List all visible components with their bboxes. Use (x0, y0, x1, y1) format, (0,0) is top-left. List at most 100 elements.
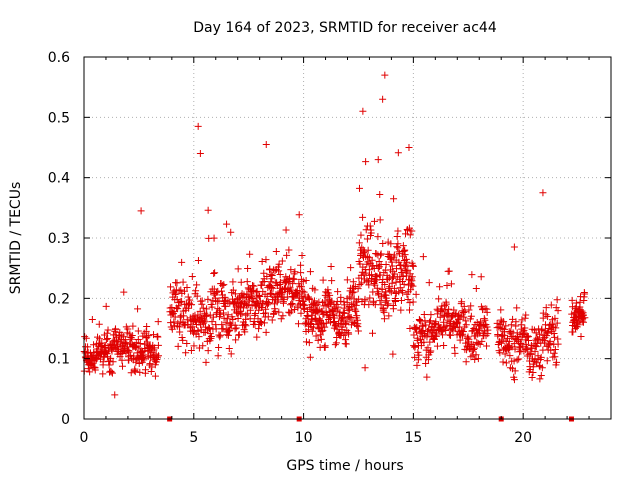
data-point (364, 246, 372, 254)
data-point (178, 297, 186, 305)
data-point (277, 315, 285, 323)
data-point (268, 271, 276, 279)
data-point (302, 338, 310, 346)
data-point (88, 316, 96, 324)
data-point (234, 265, 242, 273)
data-point (530, 326, 538, 334)
data-point (551, 346, 559, 354)
data-point (363, 235, 371, 243)
data-point (250, 317, 258, 325)
data-point (283, 251, 291, 259)
data-point (374, 233, 382, 241)
y-tick-label: 0.1 (48, 352, 70, 368)
data-point (369, 297, 377, 305)
data-point (204, 206, 212, 214)
data-point (494, 330, 502, 338)
data-point (107, 368, 115, 376)
data-point (227, 228, 235, 236)
data-points (80, 71, 589, 399)
data-point (443, 310, 451, 318)
data-point (90, 363, 98, 371)
data-point (467, 302, 475, 310)
data-point (222, 302, 230, 310)
data-point (256, 292, 264, 300)
data-point (354, 285, 362, 293)
data-point (472, 351, 480, 359)
data-point (393, 232, 401, 240)
data-point (297, 283, 305, 291)
data-point (279, 312, 287, 320)
data-point (217, 287, 225, 295)
data-point (442, 300, 450, 308)
data-point (343, 276, 351, 284)
data-point (232, 324, 240, 332)
data-point (232, 336, 240, 344)
data-point (501, 331, 509, 339)
data-point (471, 355, 479, 363)
data-point (226, 326, 234, 334)
data-point (270, 309, 278, 317)
data-point (551, 353, 559, 361)
data-point (347, 293, 355, 301)
data-point (376, 297, 384, 305)
data-point (147, 368, 155, 376)
data-point (442, 326, 450, 334)
data-point (350, 288, 358, 296)
data-point (342, 336, 350, 344)
data-point (134, 336, 142, 344)
data-point (263, 292, 271, 300)
data-point (167, 319, 175, 327)
data-point (249, 294, 257, 302)
data-point (234, 315, 242, 323)
data-point (478, 337, 486, 345)
data-point (483, 342, 491, 350)
data-point (500, 318, 508, 326)
data-point (483, 323, 491, 331)
data-point (511, 367, 519, 375)
data-point (268, 316, 276, 324)
data-point (201, 318, 209, 326)
data-point (225, 327, 233, 335)
data-point (108, 369, 116, 377)
data-point (342, 340, 350, 348)
data-point (109, 358, 117, 366)
chart-title: Day 164 of 2023, SRMTID for receiver ac4… (193, 20, 497, 36)
data-point (568, 296, 576, 304)
data-point (480, 315, 488, 323)
data-point (167, 283, 175, 291)
data-point (505, 337, 513, 345)
data-point (354, 323, 362, 331)
data-point (334, 288, 342, 296)
data-point (266, 283, 274, 291)
data-point (283, 293, 291, 301)
data-point (397, 297, 405, 305)
data-point (394, 240, 402, 248)
data-point (399, 277, 406, 285)
data-point (311, 286, 319, 294)
data-point (246, 306, 254, 314)
data-point (404, 266, 412, 274)
data-point (299, 278, 307, 286)
data-point (276, 271, 284, 279)
data-point (472, 284, 480, 292)
data-point (532, 329, 540, 337)
data-point (325, 313, 333, 321)
data-point (188, 323, 196, 331)
data-point (528, 374, 536, 382)
data-point (387, 288, 395, 296)
data-point (112, 325, 120, 333)
data-point (459, 328, 467, 336)
data-point (146, 343, 154, 351)
y-tick-label: 0.2 (48, 291, 70, 307)
data-point (447, 280, 455, 288)
data-point (118, 362, 126, 370)
data-point (282, 226, 290, 234)
data-point (361, 295, 369, 303)
data-point (334, 303, 342, 311)
data-point (328, 277, 336, 285)
data-point (204, 295, 212, 303)
data-point (244, 264, 252, 272)
data-point (327, 262, 335, 270)
data-point (518, 316, 526, 324)
